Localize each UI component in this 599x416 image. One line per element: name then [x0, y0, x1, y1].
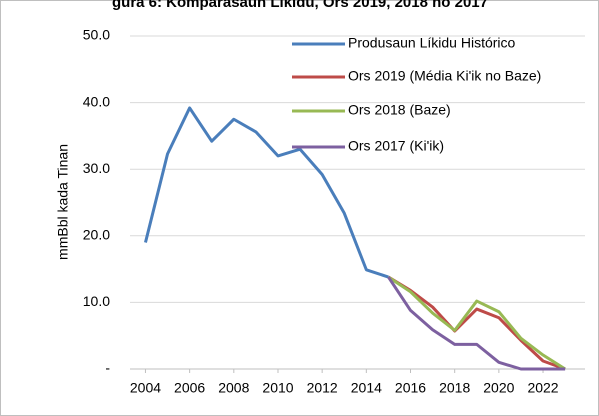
x-tick-label: 2014 [351, 380, 382, 396]
x-tick-label: 2008 [218, 380, 249, 396]
series-line [144, 106, 389, 279]
series-line [387, 276, 566, 371]
legend-label: Ors 2019 (Média Ki'ik no Baze) [348, 68, 541, 84]
x-tick-label: 2022 [527, 380, 558, 396]
x-tick-label: 2010 [262, 380, 293, 396]
legend-label: Produsaun Líkidu Histórico [348, 35, 516, 51]
series-line [387, 275, 566, 371]
legend-label: Ors 2017 (Ki'ik) [348, 138, 444, 154]
y-tick-label: 40.0 [83, 93, 110, 109]
x-tick-label: 2018 [439, 380, 470, 396]
x-tick-label: 2016 [395, 380, 426, 396]
y-tick-label: 30.0 [83, 160, 110, 176]
x-tick-label: 2012 [307, 380, 338, 396]
x-tick-label: 2004 [130, 380, 161, 396]
x-tick-label: 2020 [483, 380, 514, 396]
x-tick-label: 2006 [174, 380, 205, 396]
chart-title: gura 6: Komparasaun Líkidu, Ors 2019, 20… [112, 0, 488, 11]
y-tick-label: 20.0 [83, 227, 110, 243]
series-line [387, 275, 566, 371]
legend-label: Ors 2018 (Baze) [348, 102, 451, 118]
y-axis-label: mmBbl kada Tinan [55, 144, 71, 260]
y-tick-label: - [105, 360, 110, 376]
y-tick-label: 50.0 [83, 27, 110, 43]
y-tick-label: 10.0 [83, 293, 110, 309]
